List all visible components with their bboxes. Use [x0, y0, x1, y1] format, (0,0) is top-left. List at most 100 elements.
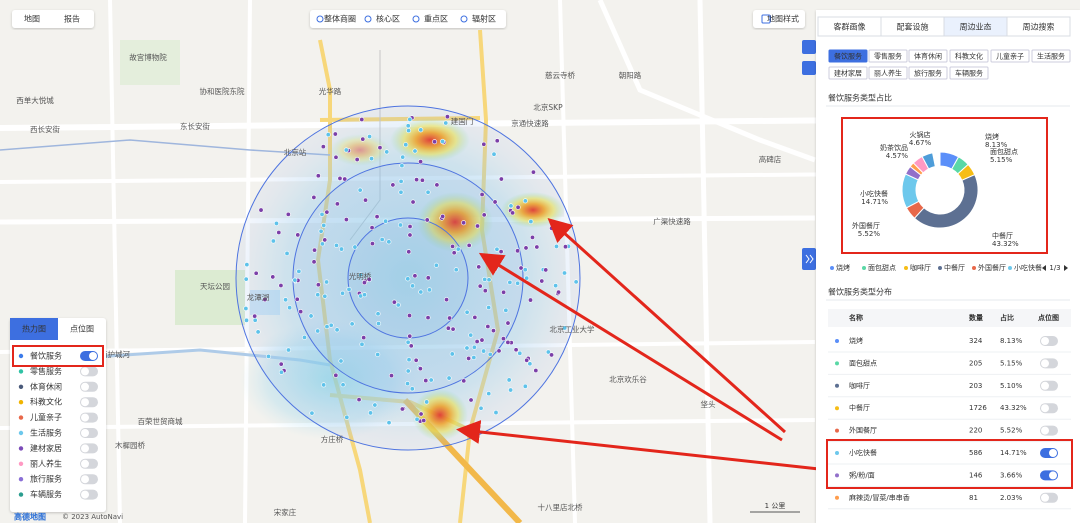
chip[interactable] — [949, 66, 989, 80]
map-tab[interactable]: 地图 — [24, 14, 40, 24]
chip-label[interactable]: 生活服务 — [1037, 52, 1065, 61]
chip-label[interactable]: 科教文化 — [955, 52, 983, 61]
poi-dot — [379, 236, 385, 242]
slice-name: 小吃快餐 — [860, 189, 888, 198]
map-tab[interactable]: 报告 — [64, 14, 80, 24]
poi-dot — [481, 212, 487, 218]
table-cell: 小吃快餐 — [849, 448, 877, 457]
poi-dot — [354, 157, 360, 163]
chip[interactable] — [908, 49, 948, 63]
table-header: 名称 — [849, 313, 863, 322]
poi-dot — [433, 262, 439, 268]
map-label: 天坛公园 — [200, 281, 230, 291]
chip[interactable] — [949, 49, 989, 63]
legend-prev[interactable] — [1042, 265, 1046, 271]
zone-tab[interactable]: 核心区 — [376, 14, 400, 24]
layer-name: 科教文化 — [30, 397, 62, 407]
chip[interactable] — [868, 66, 908, 80]
chip-label[interactable]: 儿童亲子 — [996, 52, 1024, 61]
chip-label[interactable]: 车辆服务 — [955, 69, 983, 78]
poi-dot — [503, 307, 509, 313]
download-button[interactable] — [802, 61, 816, 75]
table-cell: 面包甜点 — [849, 358, 877, 367]
poi-dot — [528, 297, 534, 303]
panel-tab-label[interactable]: 周边业态 — [960, 22, 992, 32]
map-label: 方庄桥 — [321, 434, 344, 444]
legend-next[interactable] — [1064, 265, 1068, 271]
poi-dot — [513, 347, 519, 353]
poi-dot — [562, 244, 568, 250]
poi-dot — [333, 242, 339, 248]
poi-dot — [498, 176, 504, 182]
chip[interactable] — [828, 49, 868, 63]
table-header: 占比 — [1000, 313, 1014, 322]
zone-tab[interactable]: 重点区 — [424, 14, 448, 24]
poi-dot — [466, 355, 472, 361]
poi-dot — [412, 148, 418, 154]
poi-dot — [344, 414, 350, 420]
style-button-label[interactable]: 地图样式 — [767, 14, 799, 24]
poi-dot — [389, 373, 395, 379]
poi-dot — [405, 123, 411, 129]
chip-label[interactable]: 餐饮服务 — [834, 52, 862, 61]
chip-label[interactable]: 丽人养生 — [874, 69, 902, 78]
poi-dot — [486, 304, 492, 310]
chip-label[interactable]: 体育休闲 — [914, 52, 942, 61]
poi-dot — [561, 270, 567, 276]
poi-dot — [472, 314, 478, 320]
map-label: 协和医院东院 — [200, 86, 245, 96]
chip[interactable] — [990, 49, 1030, 63]
zone-tab[interactable]: 辐射区 — [472, 14, 496, 24]
chip-label[interactable]: 零售服务 — [874, 52, 902, 61]
poi-dot — [338, 358, 344, 364]
chip[interactable] — [828, 66, 868, 80]
poi-dot — [315, 173, 321, 179]
poi-dot — [405, 368, 411, 374]
poi-dot — [407, 116, 413, 122]
panel-tab[interactable] — [1006, 16, 1071, 37]
panel-tab-label[interactable]: 配套设施 — [897, 22, 929, 32]
chip[interactable] — [908, 66, 948, 80]
tab-active — [10, 318, 58, 340]
poi-dot — [332, 131, 338, 137]
poi-dot — [522, 198, 528, 204]
poi-dot — [553, 243, 559, 249]
toggle-knob — [81, 398, 89, 407]
table-cell: 咖啡厅 — [849, 381, 870, 390]
layer-dot — [18, 430, 24, 436]
map-label: 朝阳路 — [619, 70, 642, 80]
table-cell: 220 — [969, 427, 982, 435]
poi-dot — [496, 348, 502, 354]
panel-tab-label[interactable]: 客群画像 — [834, 22, 866, 32]
toggle-knob — [81, 367, 89, 376]
toggle-knob — [1041, 359, 1049, 368]
tool-button[interactable] — [802, 40, 816, 54]
poi-dot — [398, 222, 404, 228]
chip-label[interactable]: 旅行服务 — [914, 69, 942, 78]
legend-dot — [938, 266, 942, 270]
chip[interactable] — [868, 49, 908, 63]
zone-tab[interactable]: 整体商圈 — [324, 14, 356, 24]
scale-label: 1 公里 — [765, 502, 786, 510]
poi-dot — [443, 120, 449, 126]
poi-dot — [333, 372, 339, 378]
slice-name: 面包甜点 — [990, 147, 1018, 156]
poi-dot — [340, 290, 346, 296]
chip-label[interactable]: 建材家居 — [834, 69, 862, 78]
chip[interactable] — [1031, 49, 1071, 63]
legend-page: 1/3 — [1049, 264, 1060, 272]
poi-dot — [361, 280, 367, 286]
map-label: 光华路 — [319, 86, 342, 96]
poi-dot — [492, 266, 498, 272]
poi-dot — [324, 324, 330, 330]
panel-tab-label[interactable]: 周边搜索 — [1023, 22, 1055, 32]
poi-dot — [320, 144, 326, 150]
poi-dot — [244, 262, 250, 268]
poi-dot — [432, 139, 438, 145]
poi-dot — [474, 223, 480, 229]
layer-tab[interactable]: 点位图 — [70, 324, 94, 334]
layer-tab[interactable]: 热力图 — [22, 324, 46, 334]
poi-dot — [522, 267, 528, 273]
table-cell: 324 — [969, 337, 983, 345]
